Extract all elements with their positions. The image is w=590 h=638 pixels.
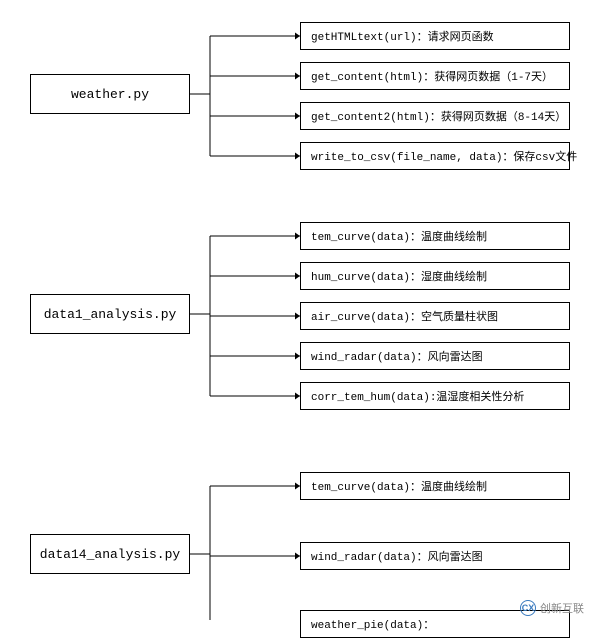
function-label: hum_curve(data)：湿度曲线绘制 (311, 268, 487, 284)
module-box: data14_analysis.py (30, 534, 190, 574)
module-box: weather.py (30, 74, 190, 114)
module-label: data1_analysis.py (44, 307, 177, 322)
function-label: air_curve(data)：空气质量柱状图 (311, 308, 498, 324)
function-box: get_content(html)：获得网页数据（1-7天） (300, 62, 570, 90)
function-label: get_content(html)：获得网页数据（1-7天） (311, 68, 553, 84)
function-box: tem_curve(data)：温度曲线绘制 (300, 222, 570, 250)
function-box: corr_tem_hum(data):温湿度相关性分析 (300, 382, 570, 410)
function-label: get_content2(html)：获得网页数据（8-14天） (311, 108, 566, 124)
function-box: getHTMLtext(url)：请求网页函数 (300, 22, 570, 50)
function-label: tem_curve(data)：温度曲线绘制 (311, 478, 487, 494)
function-label: write_to_csv(file_name, data)：保存csv文件 (311, 148, 577, 164)
module-label: data14_analysis.py (40, 547, 180, 562)
watermark-logo: CX (520, 600, 536, 616)
function-box: tem_curve(data)：温度曲线绘制 (300, 472, 570, 500)
function-box: air_curve(data)：空气质量柱状图 (300, 302, 570, 330)
function-box: wind_radar(data)：风向雷达图 (300, 542, 570, 570)
watermark: CX 创新互联 (520, 600, 584, 616)
module-label: weather.py (71, 87, 149, 102)
watermark-text: 创新互联 (540, 600, 584, 616)
function-label: weather_pie(data)： (311, 616, 434, 632)
function-box: write_to_csv(file_name, data)：保存csv文件 (300, 142, 570, 170)
function-label: getHTMLtext(url)：请求网页函数 (311, 28, 494, 44)
function-box: hum_curve(data)：湿度曲线绘制 (300, 262, 570, 290)
function-label: tem_curve(data)：温度曲线绘制 (311, 228, 487, 244)
function-label: corr_tem_hum(data):温湿度相关性分析 (311, 388, 524, 404)
function-box: get_content2(html)：获得网页数据（8-14天） (300, 102, 570, 130)
function-label: wind_radar(data)：风向雷达图 (311, 348, 483, 364)
module-box: data1_analysis.py (30, 294, 190, 334)
function-label: wind_radar(data)：风向雷达图 (311, 548, 483, 564)
function-box: wind_radar(data)：风向雷达图 (300, 342, 570, 370)
